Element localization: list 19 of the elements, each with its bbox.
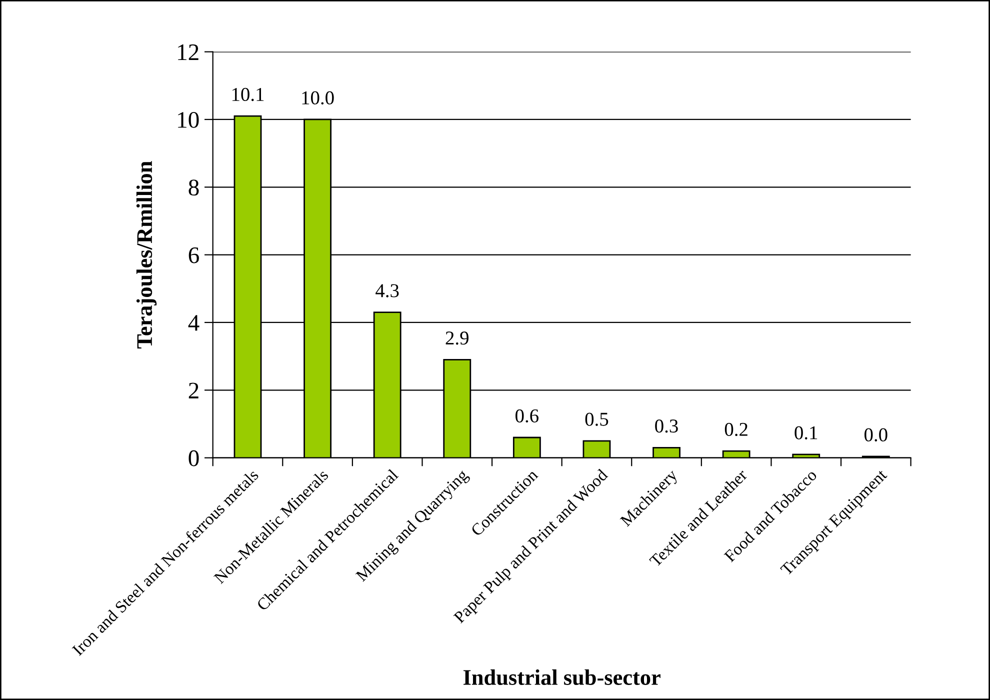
data-label: 2.9	[446, 332, 468, 345]
data-label: 4.3	[376, 284, 399, 298]
data-label: 0.1	[794, 426, 818, 440]
y-tick-label: 8	[188, 180, 199, 196]
x-axis-title: Industrial sub-sector	[463, 669, 660, 686]
y-tick-label: 12	[178, 44, 198, 60]
y-tick-label: 10	[178, 112, 199, 128]
data-label: 10.0	[302, 91, 334, 104]
y-tick-label: 0	[188, 450, 199, 466]
data-label: 0.6	[516, 409, 538, 423]
data-label: 0.3	[655, 419, 678, 433]
y-tick-label: 4	[188, 315, 200, 331]
y-axis-title: Terajoules/Rmillion	[136, 161, 157, 348]
y-tick-label: 6	[188, 247, 199, 264]
data-label: 0.5	[585, 412, 608, 426]
data-label: 10.1	[232, 88, 264, 102]
data-label: 0.2	[724, 422, 748, 436]
data-label: 0.0	[864, 428, 888, 442]
y-tick-label: 2	[188, 382, 198, 398]
